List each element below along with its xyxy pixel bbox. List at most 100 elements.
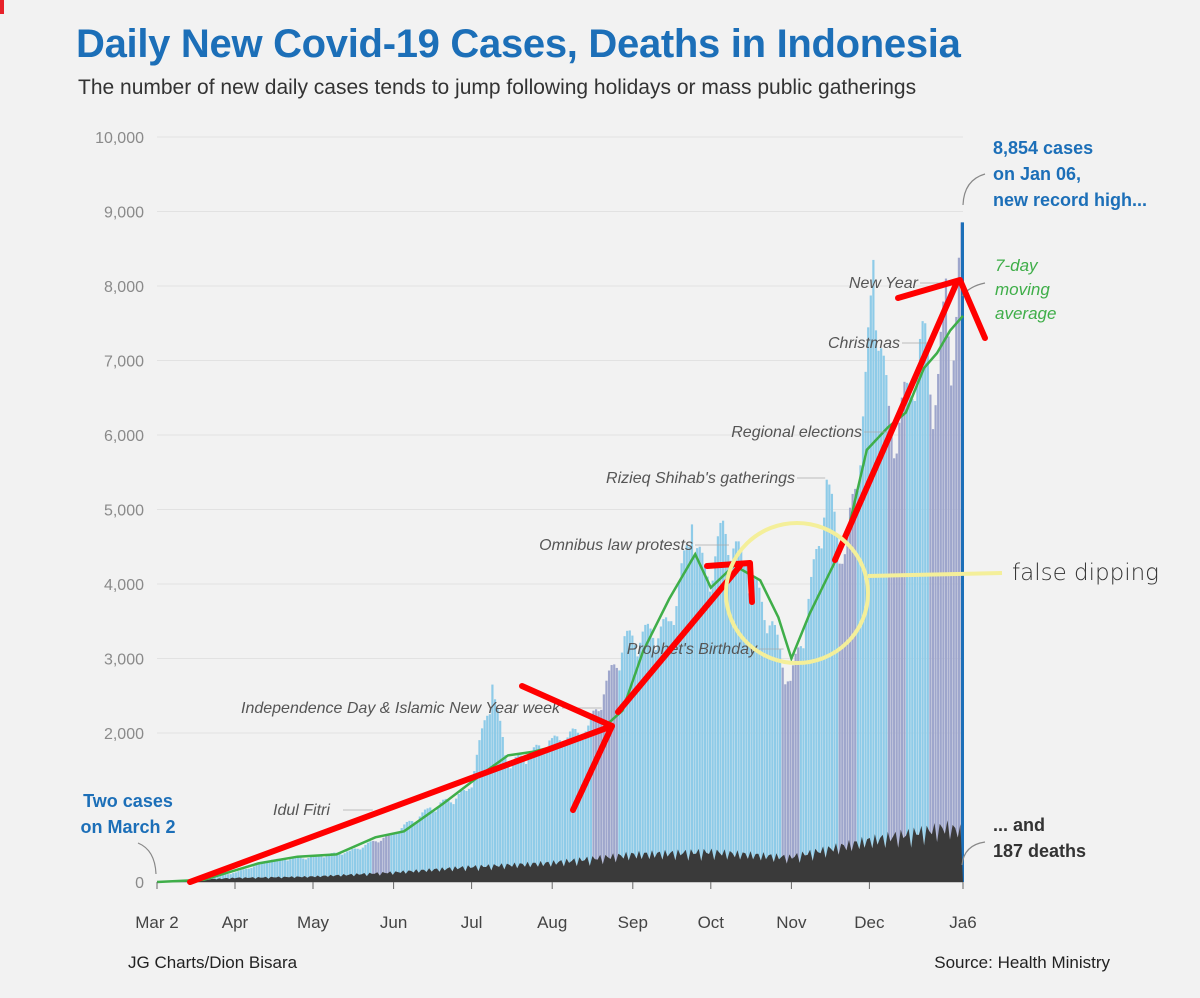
- record-callout: 8,854 cases: [993, 138, 1093, 158]
- case-bar: [698, 546, 701, 882]
- trend-arrow-2-head: [704, 560, 755, 605]
- corner-mark: [0, 0, 4, 14]
- case-bar: [387, 833, 390, 882]
- case-bar: [346, 851, 349, 882]
- case-bar: [232, 873, 235, 882]
- case-bar: [374, 841, 377, 882]
- case-bar: [537, 745, 541, 882]
- case-bar: [895, 453, 898, 882]
- event-label: Idul Fitri: [273, 802, 330, 819]
- case-bar: [804, 623, 808, 882]
- event-label: Christmas: [828, 335, 900, 352]
- case-bar: [395, 833, 398, 882]
- case-bar: [252, 866, 256, 882]
- case-bar: [517, 754, 520, 882]
- case-bar: [615, 667, 618, 882]
- case-bar: [807, 598, 810, 882]
- y-tick-label: 2,000: [104, 726, 144, 743]
- case-bar: [429, 807, 432, 882]
- event-label: Independence Day & Islamic New Year week: [241, 700, 561, 717]
- case-bar: [812, 559, 815, 882]
- case-bar: [245, 868, 248, 882]
- case-bar: [421, 812, 424, 882]
- case-bar: [701, 552, 704, 882]
- case-bar: [328, 854, 331, 882]
- start-arrow: [137, 842, 157, 875]
- case-bar: [916, 366, 919, 882]
- case-bar: [449, 802, 453, 882]
- x-tick-label: May: [297, 913, 330, 932]
- case-bar: [442, 799, 445, 882]
- y-tick-label: 4,000: [104, 577, 144, 594]
- case-bar: [553, 735, 556, 882]
- case-bar: [532, 747, 535, 882]
- y-tick-label: 5,000: [104, 503, 144, 520]
- case-bar: [315, 855, 318, 882]
- case-bar: [685, 545, 688, 882]
- case-bar: [947, 336, 950, 882]
- case-bar: [703, 566, 707, 882]
- case-bar: [499, 720, 502, 882]
- case-bar: [563, 745, 567, 882]
- case-bar: [589, 715, 592, 882]
- case-bar: [239, 870, 243, 882]
- case-bar: [602, 694, 605, 882]
- case-bar: [950, 385, 953, 882]
- case-bar: [939, 331, 942, 882]
- case-bar: [626, 630, 629, 882]
- event-label: Prophet's Birthday: [627, 641, 758, 658]
- case-bar: [369, 841, 372, 882]
- false-dip-note: false dipping: [1012, 560, 1159, 586]
- case-bar: [877, 350, 880, 883]
- case-bar: [405, 821, 408, 882]
- case-bar: [794, 653, 797, 882]
- case-bar: [286, 860, 289, 882]
- case-bar: [512, 761, 515, 882]
- case-bar: [721, 520, 725, 882]
- case-bar: [543, 754, 546, 882]
- case-bar: [672, 624, 675, 882]
- case-bar: [247, 868, 250, 882]
- case-bar: [496, 707, 499, 882]
- case-bar: [582, 739, 585, 882]
- deaths-callout: ... and: [993, 815, 1045, 835]
- case-bar: [716, 536, 719, 882]
- case-bar: [810, 576, 813, 882]
- case-bar: [693, 555, 696, 882]
- case-bar: [597, 711, 600, 882]
- false-dip-pointer: [867, 571, 1003, 578]
- case-bar: [786, 681, 789, 882]
- case-bar: [348, 850, 351, 882]
- case-bar: [268, 862, 271, 882]
- case-bar: [600, 709, 603, 882]
- case-bar: [382, 837, 385, 882]
- case-bar: [465, 790, 468, 882]
- case-bar: [639, 642, 642, 882]
- case-bar: [436, 806, 440, 882]
- case-bar: [392, 833, 396, 882]
- case-bar: [426, 808, 429, 882]
- case-bar: [631, 635, 634, 882]
- case-bar: [540, 748, 543, 882]
- case-bar: [815, 549, 818, 882]
- case-bar: [781, 667, 784, 882]
- case-bar: [550, 738, 554, 882]
- moving-average-series: [156, 314, 964, 884]
- y-tick-label: 9,000: [104, 205, 144, 222]
- case-bar: [856, 490, 859, 882]
- case-bar: [789, 680, 792, 882]
- case-bar: [486, 715, 489, 882]
- case-bar: [569, 731, 572, 882]
- case-bar: [872, 259, 875, 882]
- case-bar: [587, 725, 590, 882]
- credit-text: JG Charts/Dion Bisara: [128, 953, 298, 972]
- case-bar: [237, 871, 240, 882]
- event-label: Rizieq Shihab's gatherings: [606, 470, 795, 487]
- case-bar: [885, 375, 888, 882]
- deaths-area: [157, 820, 963, 882]
- case-bar: [410, 821, 414, 882]
- case-bar: [493, 699, 497, 882]
- case-bar: [926, 351, 929, 882]
- case-bar: [623, 636, 626, 882]
